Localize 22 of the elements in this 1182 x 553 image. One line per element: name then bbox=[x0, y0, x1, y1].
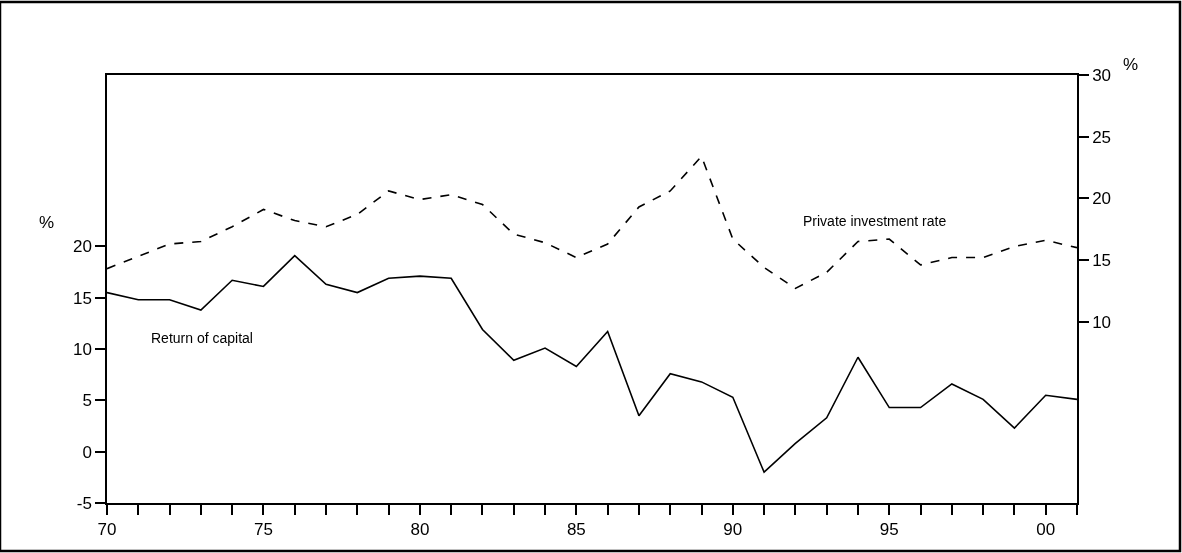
y2-tick-label: 20 bbox=[1092, 189, 1112, 209]
x-tick-label: 90 bbox=[723, 520, 743, 540]
x-tick-label: 85 bbox=[566, 520, 586, 540]
x-tick-label: 80 bbox=[410, 520, 430, 540]
series-label: Private investment rate bbox=[803, 213, 947, 229]
series-label: Return of capital bbox=[151, 330, 253, 346]
y-tick-label: -5 bbox=[76, 493, 92, 513]
y-tick-label: 15 bbox=[72, 288, 92, 308]
y2-tick-label: 10 bbox=[1092, 312, 1112, 332]
y-axis-title: % bbox=[39, 213, 55, 232]
y-tick-label: 20 bbox=[72, 237, 92, 257]
x-tick-label: 00 bbox=[1036, 520, 1056, 540]
y-tick-label: 5 bbox=[82, 391, 92, 411]
x-tick-label: 70 bbox=[97, 520, 117, 540]
y2-axis-title: % bbox=[1123, 55, 1139, 74]
y-tick-label: 0 bbox=[82, 442, 92, 462]
y2-tick-label: 25 bbox=[1092, 127, 1112, 147]
y2-tick-label: 15 bbox=[1092, 250, 1112, 270]
x-tick-label: 95 bbox=[879, 520, 899, 540]
y-tick-label: 10 bbox=[72, 339, 92, 359]
y2-tick-label: 30 bbox=[1092, 65, 1112, 85]
x-tick-label: 75 bbox=[253, 520, 273, 540]
